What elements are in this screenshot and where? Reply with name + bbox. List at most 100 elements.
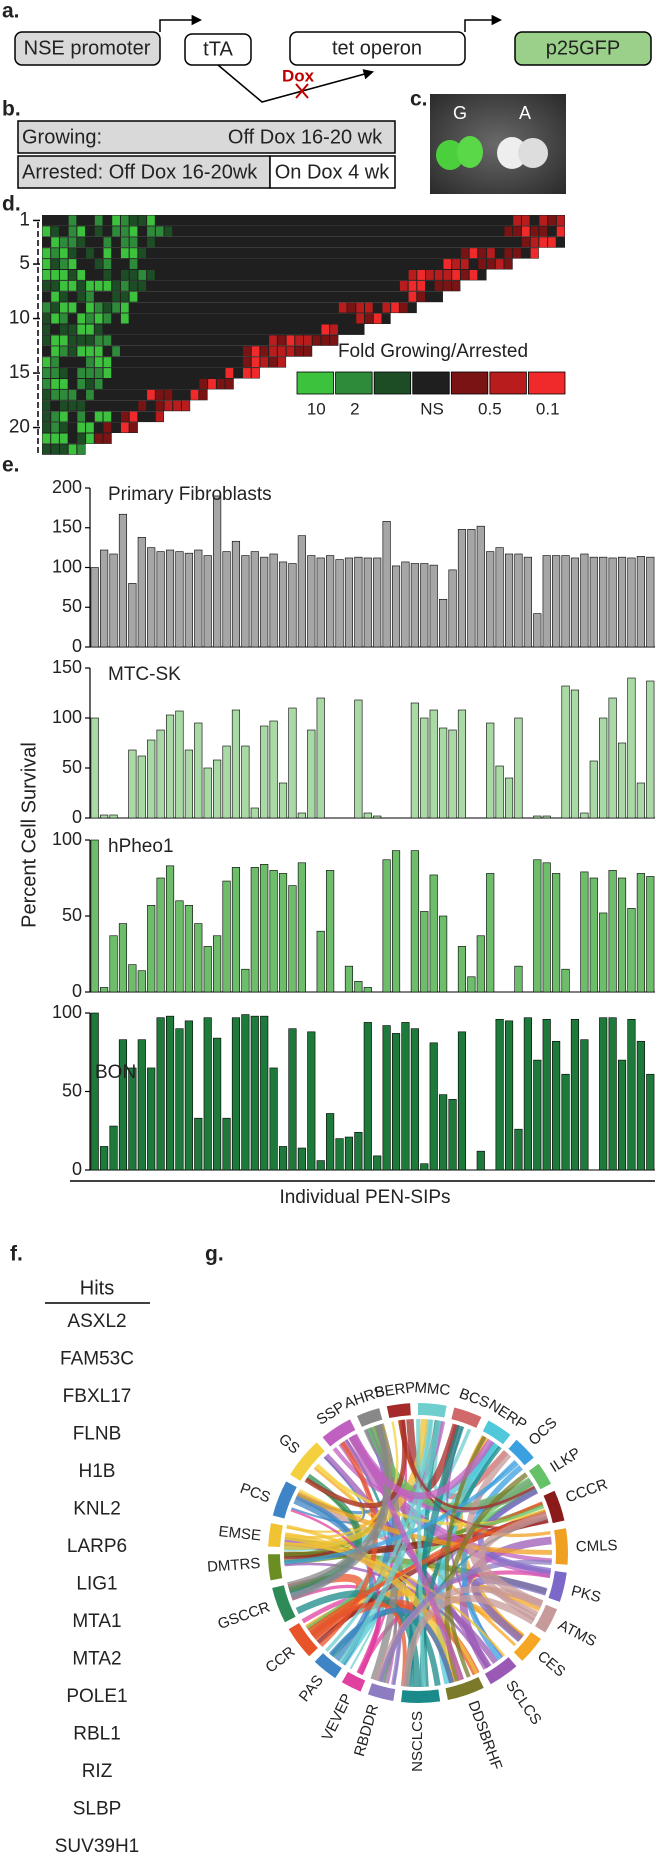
bar (618, 743, 626, 818)
chord-label: GSCCR (216, 1598, 273, 1633)
heatmap-cell (130, 270, 138, 280)
heatmap-cell (382, 303, 390, 313)
heatmap-row (42, 259, 513, 270)
list-header: Hits (80, 1277, 114, 1299)
bar (91, 1013, 99, 1170)
heatmap-cell (51, 314, 59, 324)
label: p25GFP (546, 37, 620, 59)
bar (552, 873, 560, 992)
y-tick-label: 200 (52, 477, 82, 497)
bar (628, 558, 636, 647)
panel-label: c. (410, 88, 428, 111)
bar (317, 698, 325, 818)
blob (518, 138, 548, 168)
heatmap-cell (86, 357, 94, 367)
list-item: LARP6 (67, 1536, 127, 1557)
heatmap-cell (51, 335, 59, 345)
heatmap-cell (77, 401, 85, 411)
heatmap-cell (156, 401, 164, 411)
bar (571, 690, 579, 818)
bar (138, 756, 146, 818)
bar (251, 552, 259, 647)
bar (364, 1022, 372, 1170)
chord-segment (388, 1409, 410, 1412)
chord-label: CCCR (563, 1476, 610, 1507)
heatmap-cell (417, 292, 425, 302)
bar (289, 708, 297, 818)
heatmap-cell (69, 281, 77, 291)
heatmap-cell (557, 226, 565, 236)
bar (421, 911, 429, 992)
bar (364, 813, 372, 818)
heatmap-cell (43, 281, 51, 291)
heatmap-cell (43, 357, 51, 367)
chord-segment (326, 1425, 352, 1442)
heatmap-cell (130, 216, 138, 226)
bar (402, 562, 410, 647)
bar (251, 808, 259, 818)
bar (524, 557, 532, 647)
bar (204, 556, 212, 647)
bar (223, 552, 231, 647)
heatmap-cell (43, 423, 51, 433)
heatmap-cell (539, 226, 547, 236)
heatmap-cell (60, 270, 68, 280)
heatmap-cell (69, 226, 77, 236)
bar (251, 1016, 259, 1170)
chord-label: GS (275, 1431, 303, 1458)
heatmap-cell (443, 281, 451, 291)
heatmap-cell (121, 248, 129, 258)
bar (373, 816, 381, 818)
heatmap-cell (69, 259, 77, 269)
heatmap-cell (243, 368, 251, 378)
heatmap-cell (321, 325, 329, 335)
heatmap-cell (86, 325, 94, 335)
heatmap-cell (147, 216, 155, 226)
bar (496, 766, 504, 818)
bar (110, 815, 118, 818)
chord-label: MMC (414, 1379, 451, 1399)
heatmap-cell (417, 281, 425, 291)
heatmap-cell (104, 335, 112, 345)
heatmap-cell (409, 270, 417, 280)
bar (505, 1021, 513, 1170)
heatmap-cell (112, 216, 120, 226)
heatmap-cell (86, 346, 94, 356)
photo-label: G (453, 103, 467, 123)
list-item: MTA1 (72, 1611, 121, 1632)
bar (223, 746, 231, 818)
heatmap-cell (77, 423, 85, 433)
bar (552, 1041, 560, 1170)
photo-label: A (519, 103, 531, 123)
heatmap-cell (356, 314, 364, 324)
bar (581, 1040, 589, 1170)
bar (581, 813, 589, 818)
bar (590, 557, 598, 647)
heatmap-cell (104, 357, 112, 367)
bar (260, 864, 268, 992)
heatmap-cell (409, 281, 417, 291)
bar (383, 1026, 391, 1170)
bar (91, 840, 99, 992)
bar (213, 936, 221, 992)
heatmap-cell (43, 379, 51, 389)
bar (543, 863, 551, 992)
heatmap-cell (138, 248, 146, 258)
bar (458, 1032, 466, 1170)
bar (298, 1148, 306, 1170)
heatmap-cell (51, 226, 59, 236)
bar (279, 873, 287, 992)
chord-segment (359, 1414, 380, 1422)
legend-label: 0.5 (478, 399, 502, 418)
bar (308, 730, 316, 818)
heatmap-cell (43, 259, 51, 269)
legend-swatch (413, 372, 450, 394)
bar (562, 969, 570, 992)
bar (195, 1118, 203, 1170)
heatmap-cell (51, 444, 59, 454)
heatmap-cell (112, 303, 120, 313)
bar (355, 1132, 363, 1170)
bar (289, 1029, 297, 1170)
bar (279, 562, 287, 647)
panel-label: e. (2, 454, 20, 477)
